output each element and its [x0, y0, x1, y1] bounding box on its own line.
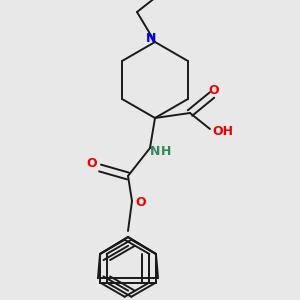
- Text: O: O: [136, 196, 146, 209]
- Text: N: N: [146, 32, 156, 44]
- Text: O: O: [87, 158, 97, 170]
- Text: O: O: [209, 85, 219, 98]
- Text: H: H: [161, 146, 171, 158]
- Text: N: N: [150, 146, 160, 158]
- Text: OH: OH: [212, 125, 233, 139]
